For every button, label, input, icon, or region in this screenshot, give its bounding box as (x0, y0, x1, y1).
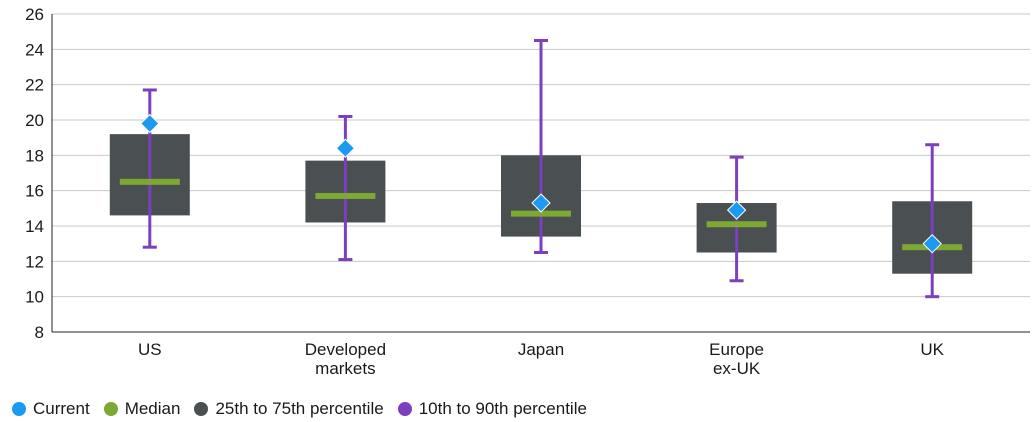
axes (51, 14, 1030, 333)
y-tick-label: 16 (25, 182, 44, 201)
y-tick-label: 24 (25, 40, 44, 59)
legend-label-iqr: 25th to 75th percentile (215, 399, 384, 418)
legend-label-current: Current (33, 399, 90, 418)
median-marker (511, 210, 571, 217)
y-tick-label: 18 (25, 146, 44, 165)
percentile-whisker (925, 143, 940, 299)
y-tick-labels: 8 10 12 14 16 18 20 22 24 26 (25, 5, 44, 342)
y-tick-label: 12 (25, 252, 44, 271)
x-category-label: Developed markets (305, 340, 386, 378)
legend-dot-p10-90 (397, 402, 412, 416)
x-category-label: UK (920, 340, 944, 359)
y-tick-label: 26 (25, 5, 44, 24)
current-marker (922, 233, 942, 254)
current-marker (140, 113, 160, 134)
y-tick-label: 8 (35, 323, 44, 342)
x-category-label: US (138, 340, 162, 359)
current-marker (726, 200, 747, 220)
legend-dot-median (103, 402, 118, 416)
legend-item-p10-90: 10th to 90th percentile (397, 399, 587, 419)
current-marker (335, 138, 356, 158)
legend-dot-iqr (194, 402, 209, 416)
median-marker (706, 221, 767, 228)
current-markers (140, 113, 942, 254)
median-marker (119, 178, 180, 185)
median-marker (315, 192, 376, 199)
y-tick-label: 20 (25, 111, 44, 130)
x-category-labels: US Developed markets Japan Europe ex-UK UK (138, 340, 945, 378)
y-tick-label: 22 (25, 76, 44, 95)
legend-item-median: Median (103, 399, 181, 419)
current-marker (531, 193, 551, 213)
legend-label-p10-90: 10th to 90th percentile (418, 399, 587, 418)
percentile-whisker (534, 39, 548, 254)
y-tick-label: 10 (25, 288, 44, 307)
x-category-label: Europe ex-UK (709, 340, 764, 378)
x-category-label: Japan (518, 340, 564, 359)
legend-item-current: Current (12, 399, 90, 419)
legend: Current Median 25th to 75th percentile 1… (12, 399, 601, 419)
y-tick-label: 14 (25, 217, 44, 236)
box-plot-chart: 8 10 12 14 16 18 20 22 24 26 US Developed markets Ja… (25, 5, 1030, 378)
legend-item-iqr: 25th to 75th percentile (194, 399, 384, 419)
legend-dot-current (12, 402, 26, 416)
percentile-whiskers (142, 39, 940, 299)
legend-label-median: Median (124, 399, 181, 418)
